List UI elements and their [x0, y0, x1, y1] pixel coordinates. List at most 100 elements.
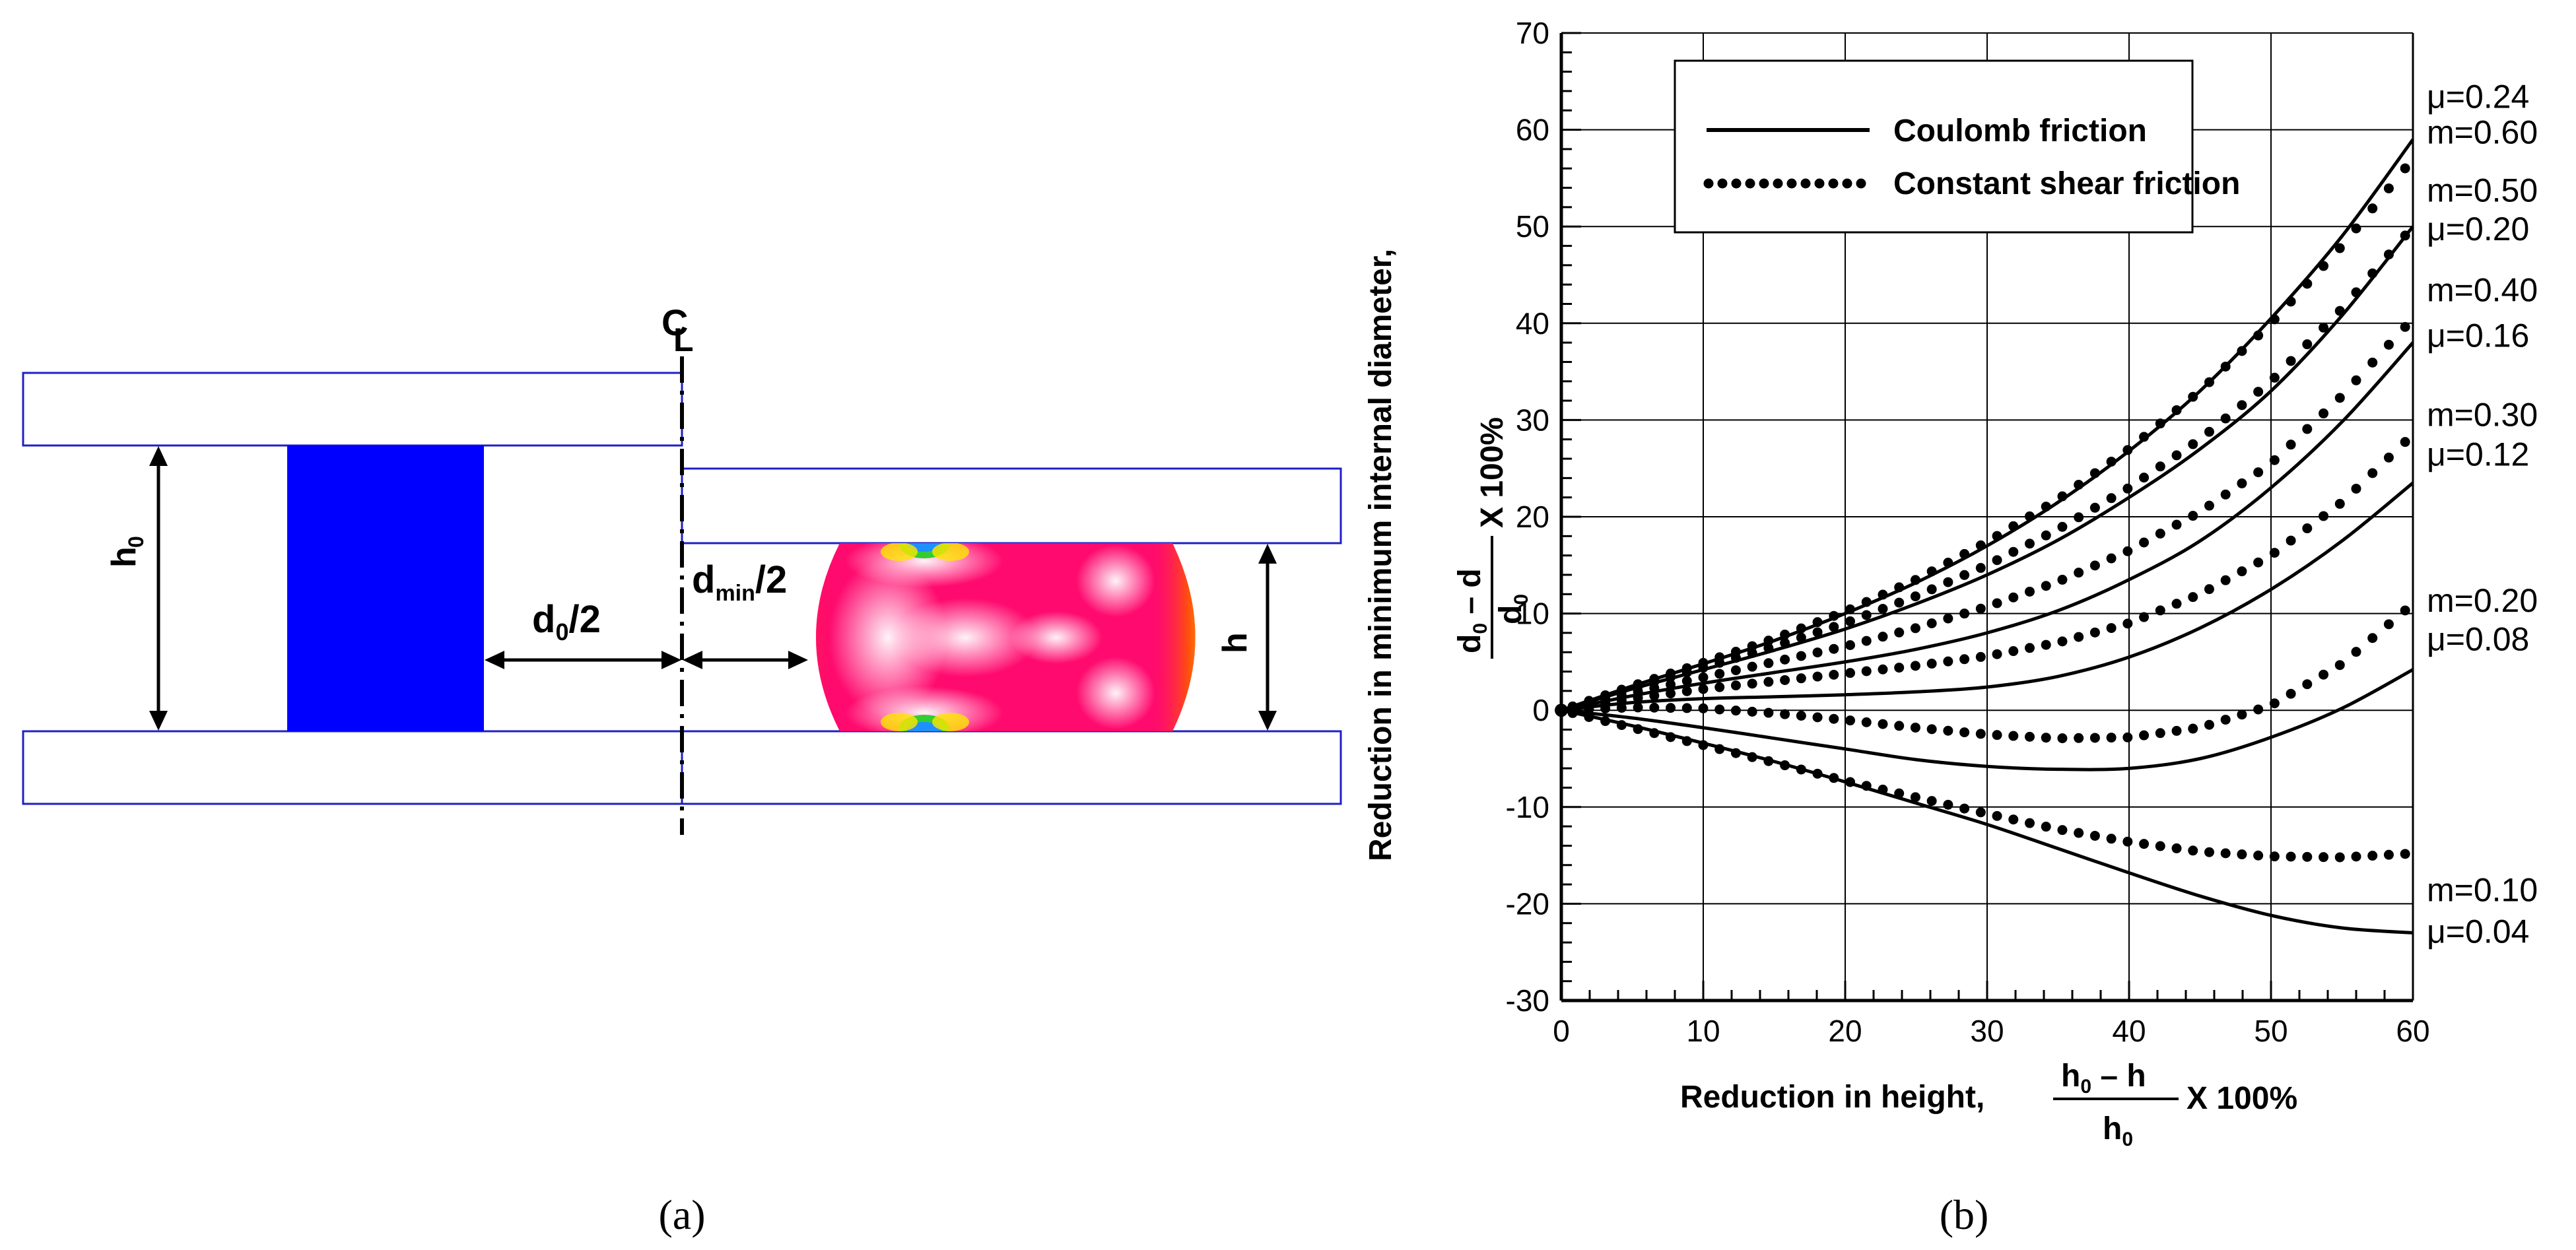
series-1-dot — [2188, 391, 2198, 402]
series-8-dot — [2122, 732, 2133, 742]
panel-b-chart: 0 10 20 30 40 50 60 -30 -20 -10 0 10 20 30 40 50 60 70 μ=… — [1363, 16, 2538, 1238]
series-3-dot — [2334, 306, 2345, 316]
series-4-dot — [2074, 568, 2084, 578]
series-10-dot — [1959, 803, 1970, 814]
series-10-dot — [2334, 852, 2345, 863]
series-4-dot — [2188, 511, 2198, 521]
series-10-dot — [1943, 799, 1953, 810]
series-1-dot — [2106, 456, 2117, 467]
x-tick-label: 60 — [2396, 1014, 2429, 1048]
series-1-dot — [1926, 566, 1937, 577]
series-8-dot — [1616, 702, 1627, 713]
series-4-dot — [2057, 574, 2068, 585]
series-3-dot — [2383, 249, 2394, 260]
series-1-dot — [2253, 330, 2264, 341]
series-6-dot — [2220, 575, 2231, 585]
series-6-dot — [1780, 674, 1790, 685]
series-4-dot — [2237, 478, 2247, 488]
series-4-dot — [2220, 489, 2231, 500]
series-4-dot — [1796, 651, 1806, 661]
series-1-dot — [2155, 418, 2165, 429]
series-10-dot — [2400, 849, 2410, 859]
series-1-dot — [2057, 491, 2068, 502]
bottom-platen-final — [681, 730, 1342, 805]
series-8-dot — [1600, 703, 1611, 713]
series-3-dot — [1796, 632, 1806, 643]
series-3-dot — [2074, 512, 2084, 523]
series-8-dot — [2367, 633, 2378, 643]
y-tick-label: 10 — [1516, 597, 1549, 631]
legend-box — [1674, 59, 2194, 234]
series-1-dot — [2074, 480, 2084, 490]
series-6-dots — [1567, 437, 2410, 713]
series-4-dot — [1730, 665, 1741, 676]
series-8-dot — [1878, 719, 1888, 729]
y-axis-fraction: d0 – d d0 X 100% — [1452, 417, 1532, 659]
series-10-dot — [2383, 849, 2394, 860]
series-3-dot — [2237, 400, 2247, 411]
series-1-dot — [2269, 314, 2280, 325]
legend-dot — [1842, 178, 1852, 189]
series-4-dot — [2319, 408, 2329, 418]
bottom-platen-initial — [22, 730, 683, 805]
series-4-dot — [2204, 500, 2214, 511]
d0-half-dimension-arrow — [485, 651, 681, 669]
y-tick-label: 20 — [1516, 500, 1549, 534]
series-8-dot — [2171, 725, 2182, 736]
series-8-dot — [1714, 704, 1725, 715]
series-8-dot — [1649, 702, 1660, 713]
series-8-dot — [2041, 733, 2051, 743]
series-3-dot — [2171, 450, 2182, 461]
x-axis-title-text: Reduction in height, — [1680, 1080, 1984, 1115]
series-6-dot — [1975, 651, 1986, 662]
series-6-dot — [1763, 676, 1774, 687]
series-8-dot — [1959, 727, 1970, 738]
series-3-dot — [2367, 268, 2378, 279]
x-axis-title: Reduction in height, h0 – h h0 X 100% — [1680, 1059, 2297, 1150]
legend-dot — [1773, 178, 1783, 189]
series-8-dot — [2057, 733, 2068, 744]
series-6-dot — [2008, 646, 2019, 657]
series-1-dot — [1878, 589, 1888, 600]
series-8-dot — [2025, 731, 2035, 742]
series-6-dot — [2074, 632, 2084, 642]
series-1-dot — [2171, 405, 2182, 415]
series-10-dot — [2122, 836, 2133, 847]
series-6-dot — [1943, 656, 1953, 667]
series-end-label: m=0.50 — [2427, 172, 2538, 209]
series-3-dot — [2302, 339, 2313, 350]
legend-dot — [1717, 178, 1728, 189]
series-3-dot — [2025, 539, 2035, 549]
series-end-label: μ=0.12 — [2427, 436, 2529, 473]
series-11-line — [1561, 708, 2414, 935]
legend-dot — [1828, 178, 1839, 189]
d0-half-label: d0/2 — [532, 598, 601, 645]
series-10-dot — [2155, 841, 2165, 851]
chart-end-labels: μ=0.24m=0.60 m=0.50μ=0.20 m=0.40 μ=0.16 m=0.… — [2427, 78, 2538, 950]
series-8-dot — [1780, 709, 1790, 719]
series-1-dot — [1894, 582, 1905, 593]
series-10-dot — [2025, 818, 2035, 828]
series-3-dot — [2400, 230, 2410, 241]
y-tick-label: -10 — [1506, 790, 1549, 824]
y-tick-label: 70 — [1516, 16, 1549, 50]
series-8-dot — [1796, 710, 1806, 721]
series-4-dot — [1780, 654, 1790, 665]
series-10-dot — [2089, 830, 2100, 841]
series-4-dot — [1747, 661, 1757, 672]
series-8-dot — [1730, 706, 1741, 716]
series-8-dot — [1763, 707, 1774, 718]
y-tick-label: 0 — [1532, 693, 1549, 727]
series-8-dot — [2089, 733, 2100, 743]
series-end-label: μ=0.04 — [2427, 913, 2529, 950]
series-1-dot — [2008, 521, 2019, 531]
x-tick-label: 50 — [2254, 1014, 2288, 1048]
series-0-line — [1561, 138, 2415, 712]
series-6-dot — [2367, 468, 2378, 478]
series-7-line — [1561, 481, 2414, 712]
series-1-dot — [2139, 432, 2150, 442]
series-1-dot — [1861, 597, 1872, 607]
series-1-dot — [1943, 558, 1953, 568]
series-1-dot — [1910, 575, 1920, 585]
series-8-dot — [1861, 717, 1872, 727]
